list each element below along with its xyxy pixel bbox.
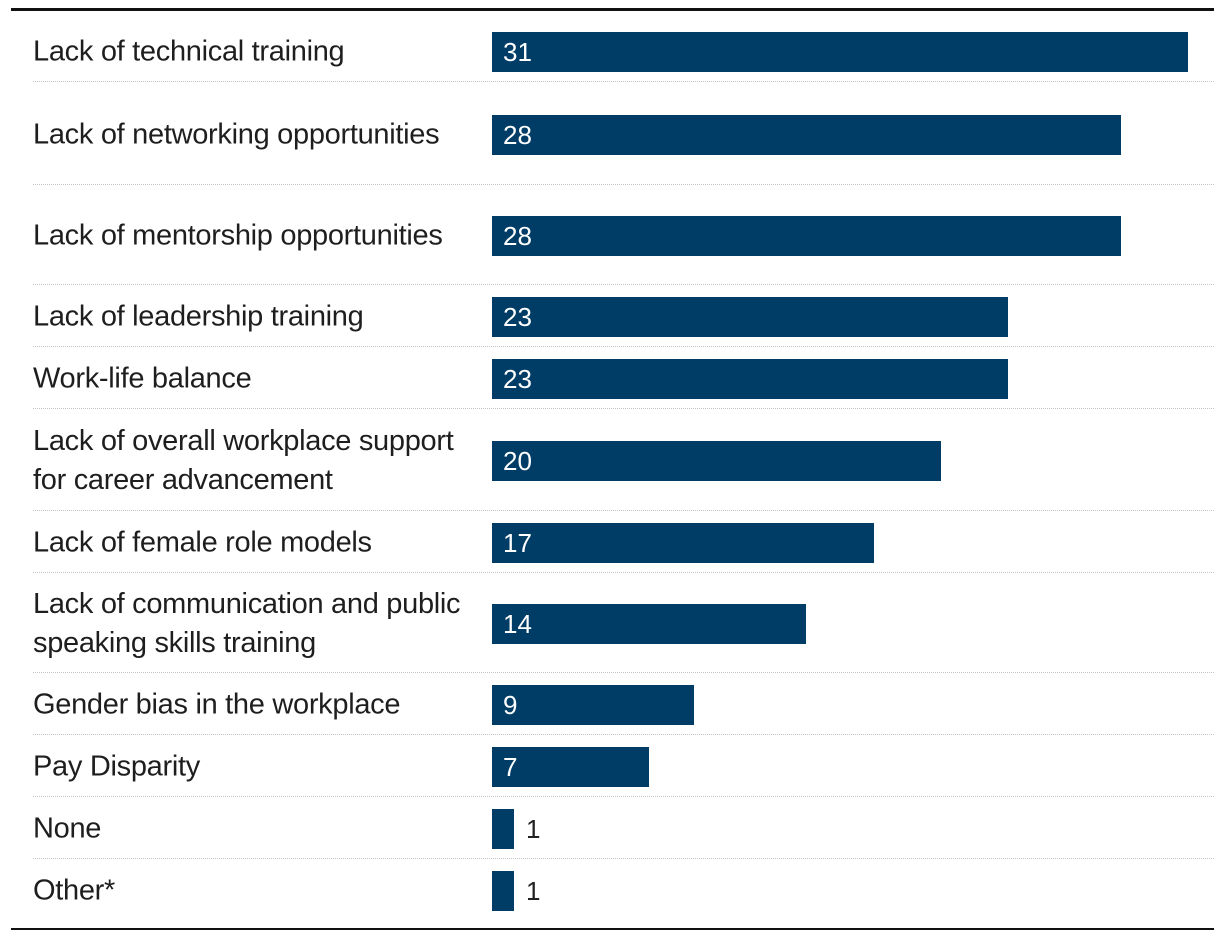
category-label: Lack of communication and public speakin…: [33, 588, 461, 659]
category-label: Lack of mentorship opportunities: [33, 219, 443, 252]
bar-row: Lack of leadership training 23: [11, 285, 1214, 347]
row-divider: [33, 346, 1214, 347]
data-label: 7: [503, 752, 518, 782]
bar: [492, 297, 1008, 337]
bar-row: Lack of overall workplace support for ca…: [11, 409, 1214, 511]
category-label: Other*: [33, 874, 116, 907]
category-label: Lack of networking opportunities: [33, 118, 440, 150]
category-label: Pay Disparity: [33, 750, 200, 783]
bottom-rule: [11, 928, 1214, 930]
category-label: Lack of technical training: [33, 35, 345, 68]
data-label: 1: [526, 876, 541, 906]
row-divider: [33, 858, 1214, 859]
data-label: 20: [503, 446, 532, 476]
bar: [492, 871, 514, 911]
category-label: None: [33, 812, 102, 845]
bar: [492, 604, 806, 644]
bar: [492, 747, 649, 787]
category-label: Work-life balance: [33, 362, 252, 395]
bar: [492, 32, 1188, 72]
top-rule: [11, 8, 1214, 11]
data-label: 23: [503, 302, 532, 332]
bar: [492, 523, 874, 563]
bar-row: Lack of technical training 31: [11, 20, 1214, 82]
bar: [492, 216, 1121, 256]
data-label: 17: [503, 528, 532, 558]
data-label: 28: [503, 119, 532, 150]
row-divider: [33, 796, 1214, 797]
bar-row: Lack of networking opportunities 28: [11, 82, 1214, 185]
bar-row: Other* 1: [11, 859, 1214, 921]
row-divider: [33, 510, 1214, 511]
bar: [492, 441, 941, 481]
data-label: 1: [526, 814, 541, 844]
bar-row: None 1: [11, 797, 1214, 859]
bar-row: Lack of mentorship opportunities 28: [11, 185, 1214, 285]
bar-row: Work-life balance 23: [11, 347, 1214, 409]
bar-row: Gender bias in the workplace 9: [11, 673, 1214, 735]
row-divider: [33, 734, 1214, 735]
row-divider: [33, 81, 1214, 82]
bar-row: Lack of female role models 17: [11, 511, 1214, 573]
category-label: Gender bias in the workplace: [33, 688, 401, 721]
bar: [492, 685, 694, 725]
row-divider: [33, 572, 1214, 573]
category-label: Lack of overall workplace support for ca…: [33, 425, 454, 496]
category-label: Lack of female role models: [33, 526, 372, 559]
data-label: 23: [503, 364, 532, 394]
row-divider: [33, 408, 1214, 409]
data-label: 9: [503, 690, 518, 720]
bar-row: Lack of communication and public speakin…: [11, 573, 1214, 673]
bar: [492, 359, 1008, 399]
data-label: 14: [503, 609, 532, 639]
data-label: 31: [503, 37, 532, 67]
data-label: 28: [503, 221, 532, 251]
row-divider: [33, 184, 1214, 185]
row-divider: [33, 672, 1214, 673]
bar-row: Pay Disparity 7: [11, 735, 1214, 797]
bar: [492, 809, 514, 849]
category-label: Lack of leadership training: [33, 300, 364, 333]
row-divider: [33, 284, 1214, 285]
bar: [492, 114, 1121, 155]
